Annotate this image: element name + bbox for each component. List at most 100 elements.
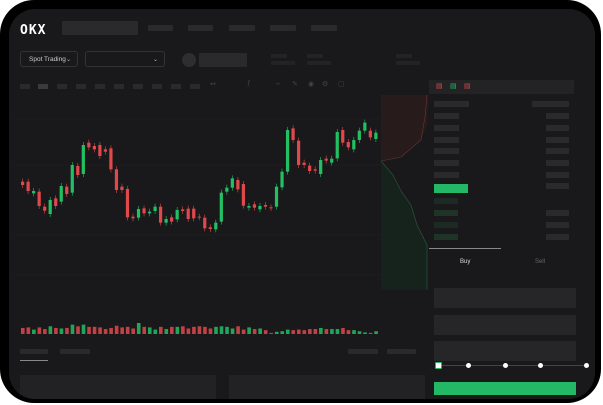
candle	[186, 208, 190, 219]
volume-bar	[308, 329, 312, 334]
ask-size	[546, 148, 569, 154]
settings-icon[interactable]: ⚙	[322, 81, 329, 88]
okx-logo[interactable]: OKX	[20, 23, 47, 38]
timeframe-button[interactable]	[38, 84, 48, 89]
volume-bar	[214, 326, 218, 334]
tab-sell[interactable]: Sell	[535, 259, 546, 265]
ask-price	[434, 113, 459, 119]
slider-stop-75[interactable]	[538, 363, 543, 368]
candle	[98, 145, 102, 156]
fullscreen-icon[interactable]: ▢	[338, 81, 345, 88]
orderbook-asks-icon[interactable]: ▤	[464, 83, 471, 90]
bid-price	[434, 222, 458, 228]
candlestick-chart[interactable]	[9, 95, 429, 340]
ask-size	[546, 183, 569, 189]
timeframe-button[interactable]	[20, 84, 30, 89]
buy-button[interactable]	[434, 382, 576, 395]
volume-bar	[87, 326, 91, 334]
candle-type-icon[interactable]: ↭	[210, 81, 216, 88]
ruler-icon[interactable]: ✎	[292, 81, 298, 88]
volume-bar	[142, 326, 147, 334]
ask-price	[434, 137, 459, 143]
candle	[308, 165, 312, 171]
slider-stop-50[interactable]	[503, 363, 508, 368]
nav-item[interactable]	[311, 25, 337, 31]
volume-bar	[269, 332, 273, 334]
candle	[368, 130, 372, 138]
volume-bar	[208, 328, 213, 334]
chevron-down-icon: ⌄	[152, 57, 158, 63]
total-input[interactable]	[434, 341, 576, 361]
volume-bar	[247, 327, 251, 334]
timeframe-button[interactable]	[114, 84, 124, 89]
orders-panel	[20, 375, 216, 399]
amount-input[interactable]	[434, 315, 576, 335]
candle	[131, 216, 135, 219]
candle	[214, 222, 218, 230]
chevron-down-icon: ⌄	[65, 57, 71, 63]
candle	[236, 180, 240, 190]
orderbook-bids-icon[interactable]: ▤	[450, 83, 457, 90]
candle	[147, 211, 152, 214]
nav-item[interactable]	[188, 25, 213, 31]
candle	[280, 171, 284, 188]
search-input[interactable]	[62, 21, 138, 35]
bid-price	[434, 234, 458, 240]
filter-button[interactable]	[348, 349, 378, 354]
volume-bar	[65, 327, 69, 334]
nav-item[interactable]	[229, 25, 255, 31]
slider-handle[interactable]	[435, 362, 442, 369]
trading-mode-dropdown[interactable]: Spot Trading ⌄	[20, 51, 78, 67]
candle	[70, 165, 74, 193]
volume-bar	[330, 329, 334, 334]
candle	[330, 158, 334, 163]
timeframe-button[interactable]	[152, 84, 162, 89]
depth-chart	[381, 95, 429, 290]
candle	[87, 142, 91, 148]
orderbook-header	[429, 80, 574, 94]
tab-buy[interactable]: Buy	[460, 259, 471, 265]
filter-button[interactable]	[387, 349, 416, 354]
volume-bar	[26, 327, 31, 334]
candle	[81, 145, 85, 174]
timeframe-button[interactable]	[171, 84, 181, 89]
volume-bar	[236, 326, 240, 334]
volume-bar	[175, 326, 180, 334]
volume-bar	[54, 327, 58, 334]
timeframe-button[interactable]	[133, 84, 143, 89]
volume-bar	[159, 326, 163, 334]
volume-bar	[197, 326, 202, 334]
candle	[357, 130, 361, 140]
volume-bar	[136, 323, 141, 334]
pair-dropdown[interactable]: ⌄	[85, 51, 165, 67]
slider-stop-100[interactable]	[584, 363, 589, 368]
candle	[48, 200, 52, 214]
candle	[230, 178, 234, 188]
percent-slider[interactable]	[439, 365, 587, 366]
tab-open-orders[interactable]	[20, 349, 48, 354]
orderbook-both-icon[interactable]: ▤	[436, 83, 443, 90]
candle	[247, 206, 251, 208]
candle	[109, 148, 113, 170]
price-input[interactable]	[434, 288, 576, 308]
timeframe-button[interactable]	[57, 84, 67, 89]
nav-item[interactable]	[148, 25, 173, 31]
timeframe-button[interactable]	[76, 84, 86, 89]
trading-mode-label: Spot Trading	[29, 56, 66, 63]
tab-order-history[interactable]	[60, 349, 90, 354]
slider-stop-25[interactable]	[466, 363, 471, 368]
line-tool-icon[interactable]: ∼	[275, 81, 281, 88]
timeframe-button[interactable]	[190, 84, 200, 89]
candle	[142, 208, 146, 214]
timeframe-button[interactable]	[95, 84, 105, 89]
bid-size	[546, 234, 569, 240]
indicator-icon[interactable]: ƒ	[247, 80, 251, 87]
candle	[125, 189, 130, 218]
camera-icon[interactable]: ◉	[308, 81, 315, 88]
nav-item[interactable]	[270, 25, 296, 31]
candle	[114, 169, 119, 190]
coin-icon	[182, 53, 196, 67]
tab-underline	[429, 248, 501, 249]
candle	[170, 217, 174, 222]
